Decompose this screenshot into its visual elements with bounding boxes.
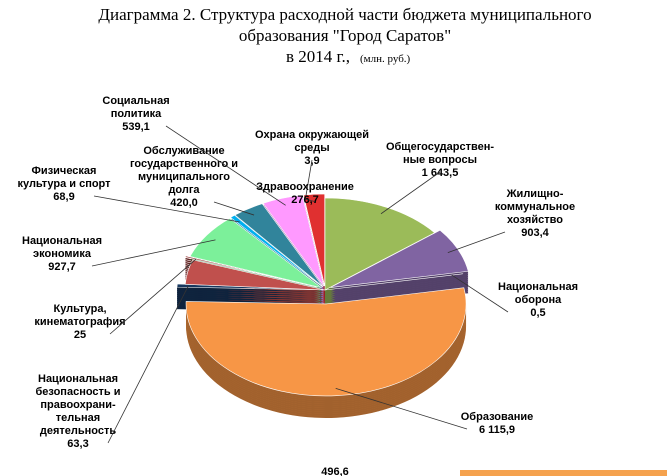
slice-shade — [325, 277, 463, 294]
chart-title: в 2014 г., — [286, 47, 350, 66]
leader-line — [304, 198, 316, 203]
leader-line — [335, 387, 468, 430]
slice-side — [325, 275, 463, 292]
value-label: 6 115,9 — [479, 424, 515, 436]
slice-side — [325, 281, 463, 298]
slice — [189, 217, 322, 289]
slice-side — [325, 285, 463, 302]
slice — [324, 273, 464, 291]
slice-shade — [325, 279, 463, 296]
leader-line — [447, 231, 506, 254]
slice-label: Культура, кинематография — [34, 303, 125, 328]
value-label: 903,4 — [521, 227, 549, 239]
leader-line — [213, 201, 255, 216]
value-label: 496,6 — [321, 466, 349, 476]
slice — [230, 214, 323, 288]
leader-line — [107, 285, 189, 444]
slice-label: Жилищно-коммунальное хозяйство — [495, 188, 575, 226]
value-label: 63,3 — [67, 438, 88, 450]
slice-side — [325, 279, 463, 296]
value-label: 0,5 — [530, 307, 545, 319]
decoration — [460, 470, 667, 476]
slice-side — [325, 277, 463, 294]
slice — [184, 259, 326, 291]
slice-label: Физическая культура и спорт — [17, 165, 111, 190]
value-label: 1 643,5 — [422, 167, 459, 179]
slice-label: Образование — [461, 411, 534, 423]
slice-label: Национальная экономика — [22, 235, 102, 260]
leader-line — [380, 171, 441, 215]
value-label: 276,7 — [291, 194, 319, 206]
slice — [324, 197, 436, 291]
value-label: 539,1 — [122, 121, 150, 133]
slice-label: Обслуживание государственного и муниципаль… — [130, 145, 238, 196]
slice — [262, 194, 325, 287]
leader-line — [91, 239, 216, 267]
slice — [234, 203, 324, 287]
slice-shade — [325, 281, 463, 298]
value-label: 25 — [74, 329, 86, 341]
slice-label: Здравоохранение — [256, 181, 354, 193]
slice — [303, 193, 325, 287]
value-label: 68,9 — [53, 191, 74, 203]
slice — [184, 255, 318, 288]
slice-shade — [325, 283, 463, 300]
leader-line — [93, 195, 240, 223]
chart-subtitle: (млн. руб.) — [360, 53, 411, 65]
value-label: 420,0 — [170, 197, 198, 209]
leader-line — [109, 258, 197, 335]
leader-line — [304, 159, 313, 203]
chart-title: Диаграмма 2. Структура расходной части б… — [98, 5, 591, 24]
slice-label: Общегосударствен-ные вопросы — [386, 141, 494, 166]
slice — [185, 287, 467, 397]
slice-shade — [325, 275, 463, 292]
slice-side — [325, 283, 463, 300]
chart-title: образования "Город Саратов" — [239, 26, 451, 45]
slice — [330, 229, 469, 288]
slice-label: Национальная безопасность и правоохрани-те… — [35, 373, 120, 437]
value-label: 927,7 — [48, 261, 76, 273]
leader-line — [165, 125, 286, 206]
slice-shade — [325, 285, 463, 302]
slice-label: Социальная политика — [102, 95, 169, 120]
slice-label: Охрана окружающей среды — [255, 129, 369, 154]
slice — [302, 194, 325, 287]
leader-line — [451, 274, 509, 313]
slice-label: Национальная оборона — [498, 281, 578, 306]
